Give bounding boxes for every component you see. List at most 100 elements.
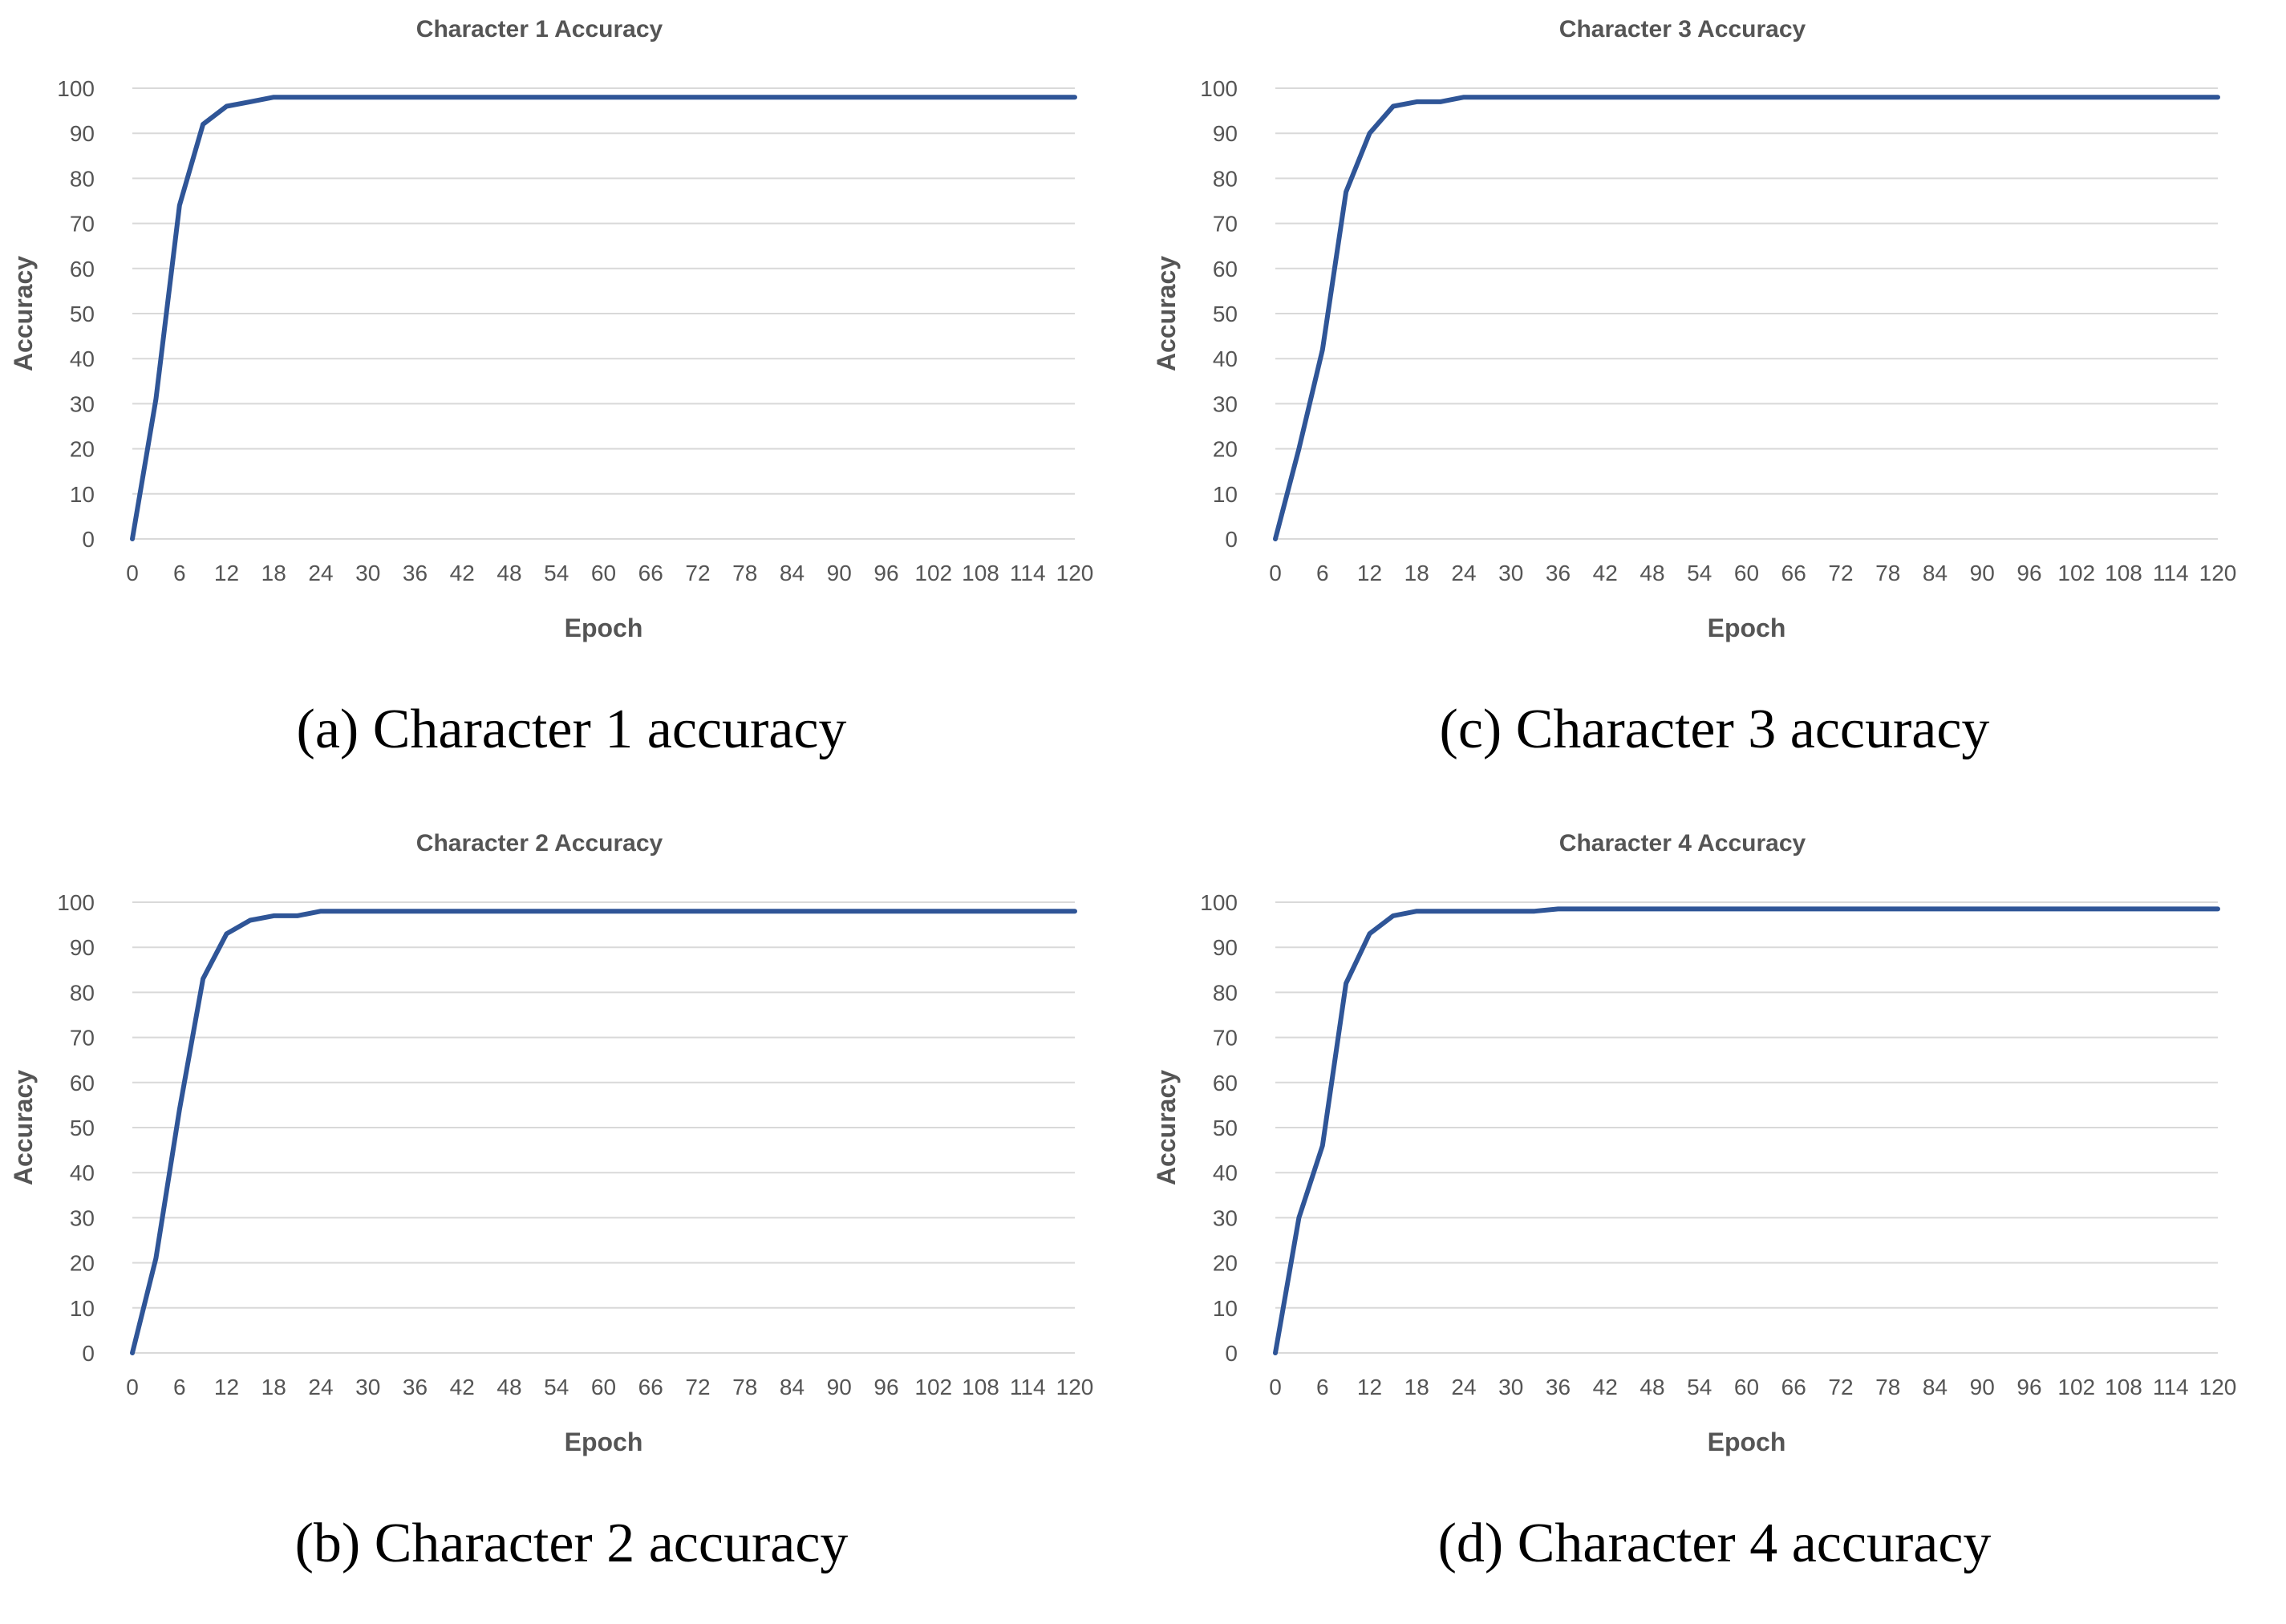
chart-d: Character 4 Accuracy01020304050607080901… (1152, 830, 2236, 1456)
x-tick-label: 96 (2016, 1375, 2041, 1399)
x-tick-label: 114 (1010, 561, 1046, 585)
x-tick-label: 48 (1640, 1375, 1664, 1399)
x-tick-label: 54 (1687, 561, 1712, 585)
x-tick-label: 114 (2153, 561, 2189, 585)
y-axis-label: Accuracy (9, 256, 38, 371)
x-tick-label: 90 (1970, 1375, 1995, 1399)
x-tick-label: 36 (403, 1375, 428, 1399)
y-tick-label: 60 (1213, 1071, 1238, 1095)
x-tick-label: 18 (1404, 1375, 1429, 1399)
panel-c: Character 3 Accuracy 0 10 20 30 40 50 60 70 80 90 1… (1143, 0, 2286, 810)
x-tick-label: 120 (1056, 1375, 1094, 1399)
x-tick-label: 12 (214, 561, 239, 585)
x-tick-label: 6 (1316, 561, 1329, 585)
x-tick-label: 54 (1687, 1375, 1712, 1399)
y-tick-label: 30 (1213, 1205, 1238, 1230)
x-tick-label: 78 (1875, 561, 1900, 585)
chart-title: Character 4 Accuracy (1559, 830, 1806, 857)
y-tick-label: 10 (1213, 482, 1238, 507)
x-tick-label: 60 (1734, 1375, 1759, 1399)
x-tick-label: 0 (1269, 1375, 1282, 1399)
chart-title: Character 3 Accuracy (1559, 16, 1806, 43)
y-tick-label: 60 (1213, 257, 1238, 281)
accuracy-line (130, 909, 1077, 1355)
panel-d: Character 4 Accuracy 0 10 20 30 40 50 60 70 80 90 1… (1143, 814, 2286, 1624)
x-tick-label: 12 (1357, 1375, 1382, 1399)
x-tick-label: 90 (827, 561, 852, 585)
x-tick-label: 30 (355, 1375, 380, 1399)
x-tick-label: 96 (873, 561, 898, 585)
y-tick-label: 30 (70, 391, 95, 416)
chart-title: Character 2 Accuracy (416, 830, 663, 857)
y-tick-label: 100 (57, 76, 95, 101)
y-tick-label: 90 (70, 935, 95, 960)
x-tick-label: 6 (173, 561, 186, 585)
y-tick-label: 70 (70, 212, 95, 237)
y-tick-label: 0 (82, 527, 95, 552)
x-axis-label: Epoch (565, 1428, 643, 1456)
x-tick-label: 54 (544, 561, 569, 585)
x-tick-label: 102 (2057, 1375, 2095, 1399)
x-tick-label: 6 (1316, 1375, 1329, 1399)
x-tick-label: 48 (497, 561, 521, 585)
x-tick-label: 120 (2199, 561, 2237, 585)
y-tick-label: 80 (70, 166, 95, 191)
x-tick-label: 6 (173, 1375, 186, 1399)
x-tick-label: 96 (2016, 561, 2041, 585)
x-tick-label: 42 (1593, 561, 1618, 585)
y-tick-label: 10 (70, 482, 95, 507)
caption-c: (c) Character 3 accuracy (1439, 699, 1990, 760)
x-tick-label: 102 (2057, 561, 2095, 585)
y-tick-label: 0 (1225, 1341, 1238, 1366)
x-tick-label: 36 (1546, 561, 1571, 585)
x-tick-label: 72 (685, 561, 710, 585)
x-axis-label: Epoch (565, 614, 643, 642)
x-tick-label: 108 (2105, 1375, 2142, 1399)
y-tick-label: 40 (70, 1160, 95, 1185)
chart-a: Character 1 Accuracy01020304050607080901… (9, 16, 1093, 642)
x-tick-label: 30 (1498, 561, 1523, 585)
y-tick-label: 100 (57, 890, 95, 915)
x-tick-label: 36 (403, 561, 428, 585)
panel-b: Character 2 Accuracy 0 10 20 30 40 50 60 70 80 90 1… (0, 814, 1143, 1624)
y-tick-label: 10 (70, 1296, 95, 1321)
y-tick-label: 20 (70, 437, 95, 462)
x-tick-label: 84 (1923, 1375, 1948, 1399)
y-tick-label: 50 (1213, 1116, 1238, 1140)
y-tick-label: 70 (1213, 212, 1238, 237)
x-tick-label: 18 (261, 1375, 286, 1399)
y-tick-label: 20 (1213, 437, 1238, 462)
accuracy-line (1273, 906, 2220, 1355)
x-tick-label: 72 (685, 1375, 710, 1399)
x-tick-label: 60 (1734, 561, 1759, 585)
chart-c: Character 3 Accuracy01020304050607080901… (1152, 16, 2237, 642)
x-tick-label: 78 (732, 561, 757, 585)
y-tick-label: 10 (1213, 1296, 1238, 1321)
y-axis-label: Accuracy (9, 1070, 38, 1185)
x-tick-label: 108 (962, 1375, 999, 1399)
chart-title: Character 1 Accuracy (416, 16, 663, 43)
y-tick-label: 90 (1213, 935, 1238, 960)
x-tick-label: 42 (1593, 1375, 1618, 1399)
x-tick-label: 84 (780, 561, 805, 585)
x-tick-label: 66 (1781, 561, 1806, 585)
y-tick-label: 60 (70, 257, 95, 281)
x-tick-label: 114 (2153, 1375, 2189, 1399)
x-tick-label: 24 (1451, 561, 1476, 585)
x-tick-label: 12 (214, 1375, 239, 1399)
x-axis-label: Epoch (1708, 614, 1786, 642)
caption-a: (a) Character 1 accuracy (296, 699, 847, 760)
y-tick-label: 90 (70, 121, 95, 146)
x-tick-label: 108 (2105, 561, 2142, 585)
x-tick-label: 102 (914, 561, 952, 585)
x-tick-label: 90 (1970, 561, 1995, 585)
y-tick-label: 40 (70, 346, 95, 371)
caption-b: (b) Character 2 accuracy (294, 1513, 849, 1574)
x-tick-label: 42 (450, 561, 475, 585)
x-tick-label: 48 (497, 1375, 521, 1399)
x-tick-label: 48 (1640, 561, 1664, 585)
x-tick-label: 18 (261, 561, 286, 585)
accuracy-line (130, 95, 1077, 541)
y-tick-label: 100 (1200, 890, 1238, 915)
caption-d: (d) Character 4 accuracy (1437, 1513, 1992, 1574)
